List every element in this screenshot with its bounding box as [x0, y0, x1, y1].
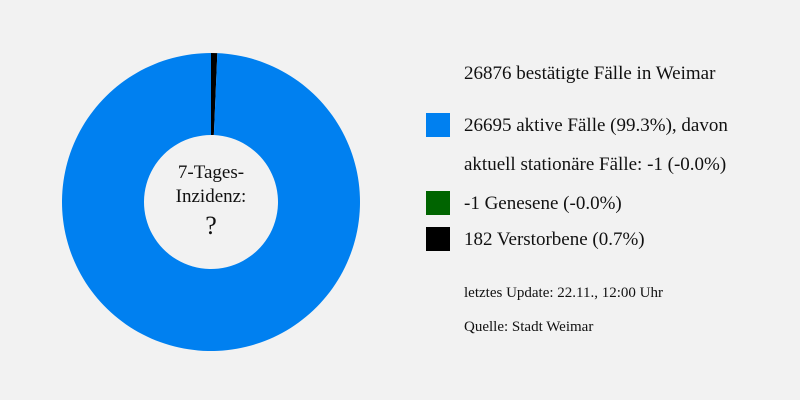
source-text: Quelle: Stadt Weimar — [464, 319, 594, 335]
deaths-text: 182 Verstorbene (0.7%) — [464, 229, 645, 250]
update-timestamp: letztes Update: 22.11., 12:00 Uhr — [464, 285, 663, 301]
incidence-label-line2: Inzidenz: — [175, 186, 247, 207]
recovered-swatch — [426, 191, 450, 215]
legend: 26876 bestätigte Fälle in Weimar 26695 a… — [426, 0, 796, 400]
slice-active — [61, 53, 360, 352]
slice-deaths — [211, 53, 218, 136]
recovered-text: -1 Genesene (-0.0%) — [464, 193, 622, 214]
incidence-label: 7-Tages- Inzidenz: ? — [136, 161, 286, 243]
deaths-swatch — [426, 227, 450, 251]
hospitalized-cases-text: aktuell stationäre Fälle: -1 (-0.0%) — [464, 154, 727, 175]
incidence-value: ? — [205, 211, 217, 240]
total-cases-text: 26876 bestätigte Fälle in Weimar — [464, 63, 716, 84]
active-cases-text: 26695 aktive Fälle (99.3%), davon — [464, 115, 728, 136]
donut-chart — [61, 53, 360, 352]
active-cases-swatch — [426, 113, 450, 137]
incidence-label-line1: 7-Tages- — [177, 162, 245, 183]
